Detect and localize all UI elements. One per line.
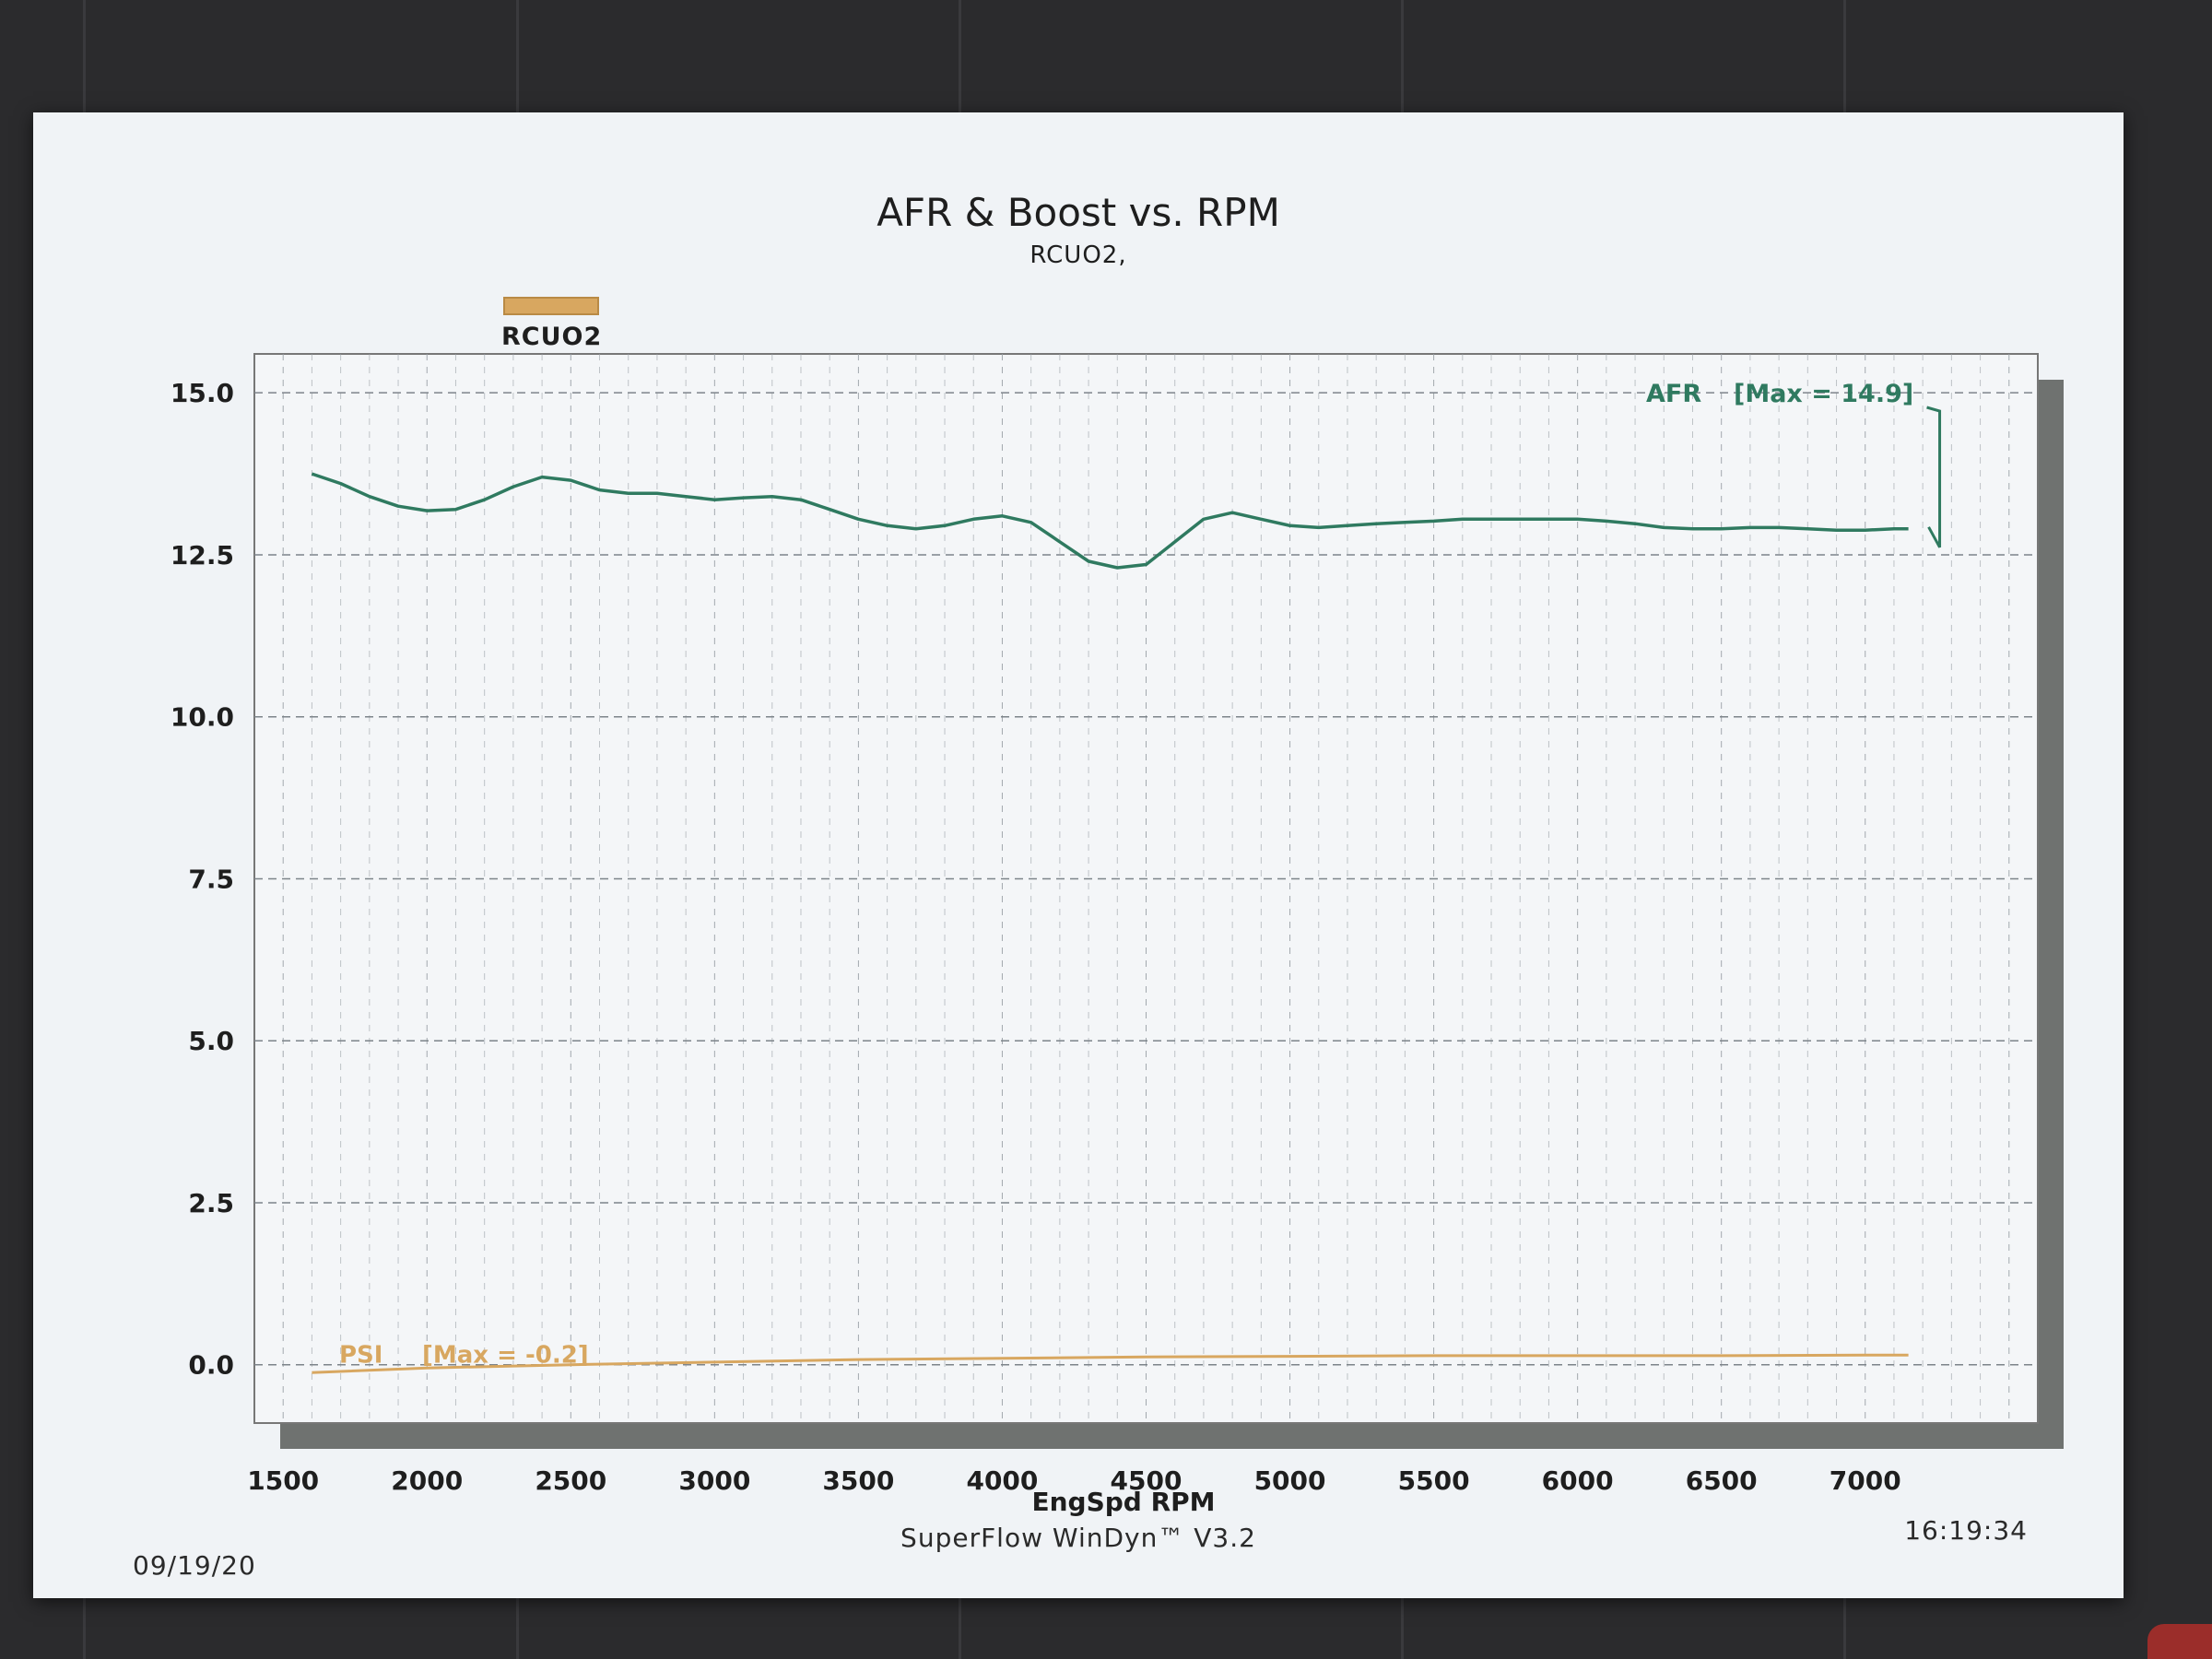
y-tick-label: 7.5 <box>188 864 234 894</box>
print-date: 09/19/20 <box>133 1550 256 1581</box>
chart-plot: 0.0 2.5 5.0 7.5 10.0 12.5 15.0 1500 2000 2500 3000… <box>171 353 2064 1517</box>
printout-sheet: AFR & Boost vs. RPM RCUO2, RCUO2 0.0 2.5 5… <box>33 112 2124 1598</box>
print-time: 16:19:34 <box>1904 1515 2028 1546</box>
y-tick-label: 5.0 <box>188 1026 234 1056</box>
x-tick-label: 2500 <box>535 1465 606 1496</box>
x-tick-label: 6000 <box>1542 1465 1614 1496</box>
x-tick-label: 4500 <box>1111 1465 1182 1496</box>
afr-series-name: AFR <box>1646 380 1701 408</box>
psi-max-annotation: [Max = -0.2] <box>422 1342 589 1370</box>
x-tick-label: 3500 <box>822 1465 894 1496</box>
x-tick-label: 5000 <box>1254 1465 1326 1496</box>
x-tick-label: 7000 <box>1830 1465 1901 1496</box>
x-tick-label: 4000 <box>966 1465 1038 1496</box>
chart-title: AFR & Boost vs. RPM <box>877 190 1280 235</box>
series-line-afr <box>311 472 1909 570</box>
y-tick-label: 0.0 <box>188 1350 234 1381</box>
series-annotations: AFR [Max = 14.9] PSI [Max = -0.2] <box>339 380 1942 1370</box>
x-tick-label: 6500 <box>1686 1465 1758 1496</box>
x-axis-label: EngSpd RPM <box>1031 1487 1215 1517</box>
afr-max-connector <box>1926 406 1942 548</box>
x-tick-label: 5500 <box>1398 1465 1470 1496</box>
software-version: SuperFlow WinDyn™ V3.2 <box>900 1523 1256 1553</box>
y-tick-label: 2.5 <box>188 1188 234 1218</box>
x-tick-label: 1500 <box>247 1465 319 1496</box>
series-line-psi <box>312 1353 1909 1374</box>
afr-max-annotation: [Max = 14.9] <box>1734 380 1913 408</box>
seat-corner <box>2147 1624 2212 1659</box>
psi-series-name: PSI <box>339 1342 382 1370</box>
y-tick-label: 15.0 <box>171 378 234 408</box>
x-tick-label: 2000 <box>391 1465 463 1496</box>
y-tick-label: 10.0 <box>171 702 234 733</box>
y-tick-label: 12.5 <box>171 540 234 571</box>
legend-label: RCUO2 <box>501 323 603 351</box>
x-tick-label: 3000 <box>678 1465 750 1496</box>
chart-subtitle: RCUO2, <box>1030 241 1127 269</box>
axis-ticks: 0.0 2.5 5.0 7.5 10.0 12.5 15.0 1500 2000 2500 3000… <box>171 378 1901 1496</box>
legend-swatch <box>503 297 599 315</box>
series-lines <box>311 472 1909 1374</box>
